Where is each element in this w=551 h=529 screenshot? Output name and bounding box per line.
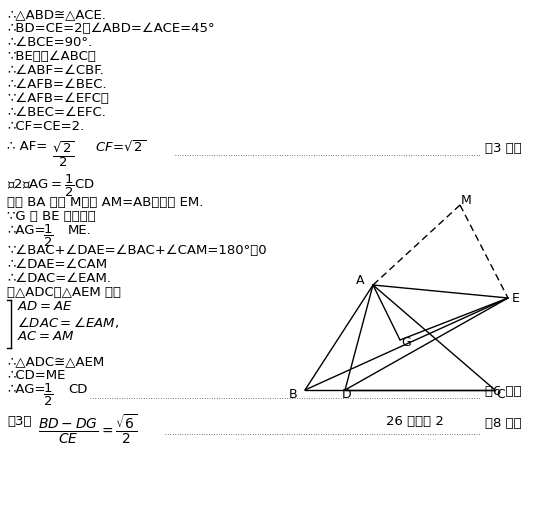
Text: ∴∠ABF=∠CBF.: ∴∠ABF=∠CBF. — [7, 64, 104, 77]
Text: $AD = AE$: $AD = AE$ — [17, 300, 73, 313]
Text: （6 分）: （6 分） — [485, 385, 522, 398]
Text: CD: CD — [68, 383, 88, 396]
Text: ∴∠BCE=90°.: ∴∠BCE=90°. — [7, 36, 92, 49]
Text: $\angle DAC = \angle EAM,$: $\angle DAC = \angle EAM,$ — [17, 315, 119, 330]
Text: ∴△ADC≅△AEM: ∴△ADC≅△AEM — [7, 355, 104, 368]
Text: （8 分）: （8 分） — [485, 417, 522, 430]
Text: ∴∠DAE=∠CAM: ∴∠DAE=∠CAM — [7, 258, 107, 271]
Text: $CF\!=\!\sqrt{2}$: $CF\!=\!\sqrt{2}$ — [95, 140, 146, 155]
Text: M: M — [461, 195, 471, 207]
Text: 26 题答图 2: 26 题答图 2 — [386, 415, 444, 428]
Text: $\dfrac{BD-DG}{CE}=\dfrac{\sqrt{6}}{2}$: $\dfrac{BD-DG}{CE}=\dfrac{\sqrt{6}}{2}$ — [38, 413, 138, 446]
Text: ∴BD=CE=2，∠ABD=∠ACE=45°: ∴BD=CE=2，∠ABD=∠ACE=45° — [7, 22, 215, 35]
Text: ∵G 是 BE 的中点，: ∵G 是 BE 的中点， — [7, 210, 96, 223]
Text: D: D — [342, 388, 352, 402]
Text: G: G — [401, 335, 411, 349]
Text: E: E — [512, 291, 520, 305]
Text: 延长 BA 至点 M，使 AM=AB，连接 EM.: 延长 BA 至点 M，使 AM=AB，连接 EM. — [7, 196, 203, 209]
Text: （3 分）: （3 分） — [485, 142, 522, 155]
Text: ∴ AF=: ∴ AF= — [7, 140, 47, 153]
Text: $\dfrac{\sqrt{2}}{2}$: $\dfrac{\sqrt{2}}{2}$ — [52, 139, 74, 169]
Text: ∴∠BEC=∠EFC.: ∴∠BEC=∠EFC. — [7, 106, 106, 119]
Text: ∴CF=CE=2.: ∴CF=CE=2. — [7, 120, 84, 133]
Text: C: C — [496, 388, 505, 400]
Text: ∴∠DAC=∠EAM.: ∴∠DAC=∠EAM. — [7, 272, 111, 285]
Text: ∴△ABD≅△ACE.: ∴△ABD≅△ACE. — [7, 8, 106, 21]
Text: $\dfrac{1}{2}$: $\dfrac{1}{2}$ — [43, 382, 53, 408]
Text: B: B — [289, 388, 298, 400]
Text: ∴CD=ME: ∴CD=ME — [7, 369, 66, 382]
Text: ME.: ME. — [68, 224, 92, 237]
Text: ∴AG=: ∴AG= — [7, 224, 46, 237]
Text: ∴∠AFB=∠BEC.: ∴∠AFB=∠BEC. — [7, 78, 107, 91]
Text: A: A — [356, 275, 364, 287]
Text: ∵BE平分∠ABC，: ∵BE平分∠ABC， — [7, 50, 96, 63]
Text: ∵∠BAC+∠DAE=∠BAC+∠CAM=180°，0: ∵∠BAC+∠DAE=∠BAC+∠CAM=180°，0 — [7, 244, 267, 257]
Text: ∵∠AFB=∠EFC，: ∵∠AFB=∠EFC， — [7, 92, 109, 105]
Text: （3）: （3） — [7, 415, 31, 428]
Text: $AC = AM$: $AC = AM$ — [17, 330, 74, 343]
Text: （2）AG$=\dfrac{1}{2}$CD: （2）AG$=\dfrac{1}{2}$CD — [7, 173, 95, 199]
Text: 在△ADC和△AEM 中，: 在△ADC和△AEM 中， — [7, 286, 121, 299]
Text: $\dfrac{1}{2}$: $\dfrac{1}{2}$ — [43, 223, 53, 249]
Text: ∴AG=: ∴AG= — [7, 383, 46, 396]
